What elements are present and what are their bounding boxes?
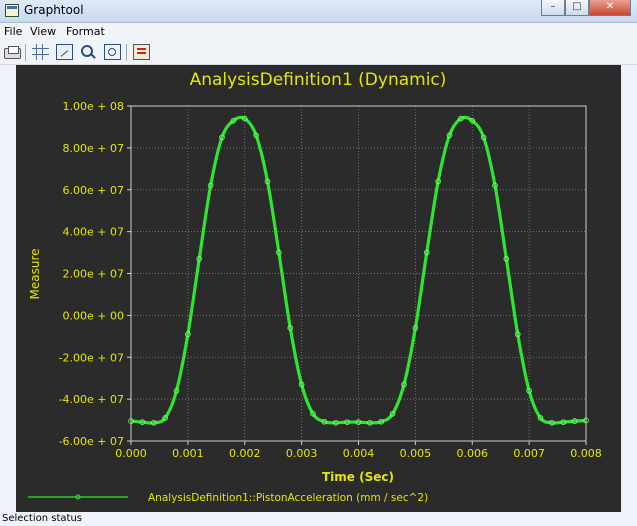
data-point	[560, 419, 567, 425]
menu-format[interactable]: Format	[66, 25, 105, 38]
menu-bar: File View Format	[0, 23, 637, 40]
data-point	[446, 132, 453, 139]
data-point	[583, 417, 589, 424]
data-point	[571, 418, 578, 424]
y-tick-label: -2.00e + 07	[59, 351, 124, 364]
data-point	[389, 410, 396, 417]
data-point	[207, 182, 214, 189]
y-tick-label: -4.00e + 07	[59, 393, 124, 406]
data-point	[253, 132, 259, 139]
data-point	[139, 419, 146, 425]
data-point	[514, 331, 521, 338]
status-bar: Selection status	[0, 512, 637, 526]
minimize-button[interactable]: –	[541, 0, 565, 16]
data-point	[310, 410, 316, 417]
chart-svg: AnalysisDefinition1 (Dynamic) Measure Ti…	[28, 70, 602, 504]
data-point	[332, 419, 339, 426]
data-point	[492, 182, 498, 189]
data-point	[355, 419, 362, 425]
y-tick-label: 4.00e + 07	[63, 226, 124, 239]
data-point	[230, 117, 237, 124]
x-tick-label: 0.003	[286, 447, 318, 460]
window-title: Graphtool	[24, 3, 84, 17]
menu-view[interactable]: View	[30, 25, 57, 38]
close-button[interactable]: ✕	[589, 0, 631, 16]
data-point	[503, 256, 510, 262]
zoom-box-icon[interactable]	[104, 44, 121, 60]
toolbar	[0, 41, 637, 65]
y-tick-label: 1.00e + 08	[63, 100, 124, 113]
series-line	[130, 115, 587, 425]
right-edge-panel	[621, 65, 637, 512]
data-point	[526, 387, 532, 394]
data-point	[241, 115, 248, 122]
data-point	[196, 256, 203, 262]
y-tick-label: 2.00e + 07	[63, 268, 124, 281]
data-point	[276, 249, 282, 256]
x-tick-label: 0.002	[229, 447, 261, 460]
data-point	[162, 415, 168, 421]
y-axis-label: Measure	[28, 249, 42, 300]
data-point	[435, 178, 441, 185]
data-point	[378, 418, 385, 425]
x-tick-label: 0.000	[115, 447, 147, 460]
x-tick-label: 0.001	[172, 447, 204, 460]
x-tick-label: 0.006	[457, 447, 489, 460]
maximize-button[interactable]: □	[565, 0, 589, 16]
data-point	[150, 419, 157, 426]
x-tick-label: 0.007	[513, 447, 545, 460]
data-point	[537, 415, 544, 421]
chart-title: AnalysisDefinition1 (Dynamic)	[190, 70, 447, 90]
data-point	[287, 325, 294, 331]
x-tick-label: 0.005	[400, 447, 432, 460]
data-point	[173, 387, 180, 394]
x-tick-label: 0.008	[570, 447, 602, 460]
data-point	[401, 381, 407, 388]
y-tick-label: 8.00e + 07	[63, 142, 124, 155]
menu-file[interactable]: File	[4, 25, 23, 38]
data-point	[264, 178, 271, 185]
data-point	[185, 331, 191, 338]
printer-icon[interactable]	[4, 46, 21, 59]
legend-marker	[75, 494, 81, 500]
data-point	[423, 249, 430, 256]
data-point	[469, 117, 476, 124]
y-tick-label: 6.00e + 07	[63, 184, 124, 197]
plot-frame	[130, 105, 587, 442]
data-point	[219, 134, 225, 141]
y-tick-label: -6.00e + 07	[59, 435, 124, 448]
series-layer	[128, 115, 589, 426]
window-controls: – □ ✕	[541, 0, 631, 17]
data-point	[321, 418, 328, 425]
app-icon	[5, 4, 19, 17]
x-tick-label: 0.004	[343, 447, 375, 460]
x-axis-label: Time (Sec)	[322, 470, 394, 484]
legend-label: AnalysisDefinition1::PistonAcceleration …	[148, 492, 428, 504]
data-point	[344, 419, 350, 425]
export-icon[interactable]	[133, 44, 150, 60]
tick-labels: 0.000 0.001 0.002 0.003 0.004 0.005 0.006 0.007…	[59, 100, 602, 460]
grid-icon[interactable]	[32, 44, 49, 60]
title-bar[interactable]: Graphtool – □ ✕	[0, 0, 637, 23]
data-point	[480, 134, 487, 141]
data-point	[367, 419, 373, 426]
data-point	[412, 325, 419, 331]
zoom-in-icon[interactable]	[80, 44, 97, 60]
plot-area[interactable]: AnalysisDefinition1 (Dynamic) Measure Ti…	[16, 65, 621, 512]
frame-icon[interactable]	[56, 44, 73, 60]
y-tick-label: 0.00e + 00	[63, 309, 124, 322]
toolbar-separator	[126, 44, 127, 61]
data-point	[128, 418, 134, 424]
data-point	[458, 115, 464, 122]
status-text: Selection status	[2, 513, 82, 524]
data-point	[298, 381, 305, 388]
data-point	[549, 419, 555, 426]
toolbar-separator	[25, 44, 26, 61]
